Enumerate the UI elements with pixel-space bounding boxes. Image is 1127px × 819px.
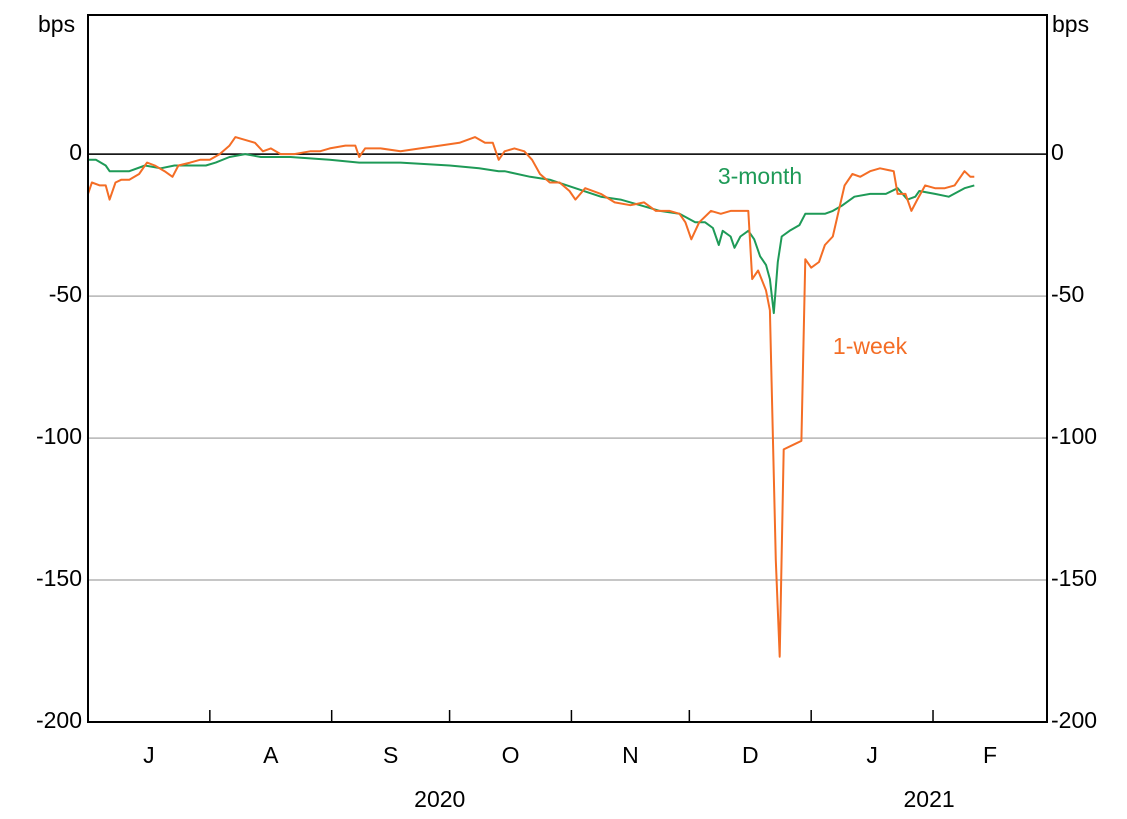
y-tick-label-right: -150 [1051, 565, 1097, 591]
x-tick-label: J [143, 742, 155, 768]
y-tick-label-right: -50 [1051, 281, 1084, 307]
x-tick-label: F [983, 742, 997, 768]
y-tick-label: -200 [36, 707, 82, 733]
x-tick-label: O [502, 742, 520, 768]
series-label: 3-month [718, 163, 802, 189]
series-line [88, 153, 975, 315]
y-tick-label: -50 [49, 281, 82, 307]
y-unit-right: bps [1052, 11, 1089, 37]
y-unit-left: bps [38, 11, 75, 37]
series-line [87, 136, 975, 658]
y-tick-label-right: 0 [1051, 139, 1064, 165]
year-label: 2021 [904, 786, 955, 812]
plot-frame [87, 14, 1048, 723]
x-tick-label: N [622, 742, 639, 768]
y-tick-label-right: -100 [1051, 423, 1097, 449]
x-tick-label: A [263, 742, 279, 768]
y-tick-label: -150 [36, 565, 82, 591]
y-tick-label-right: -200 [1051, 707, 1097, 733]
x-tick-label: D [742, 742, 759, 768]
y-tick-label: 0 [69, 139, 82, 165]
y-tick-label: -100 [36, 423, 82, 449]
x-tick-label: S [383, 742, 398, 768]
x-tick-label: J [866, 742, 878, 768]
series-label: 1-week [833, 333, 908, 359]
year-label: 2020 [414, 786, 465, 812]
